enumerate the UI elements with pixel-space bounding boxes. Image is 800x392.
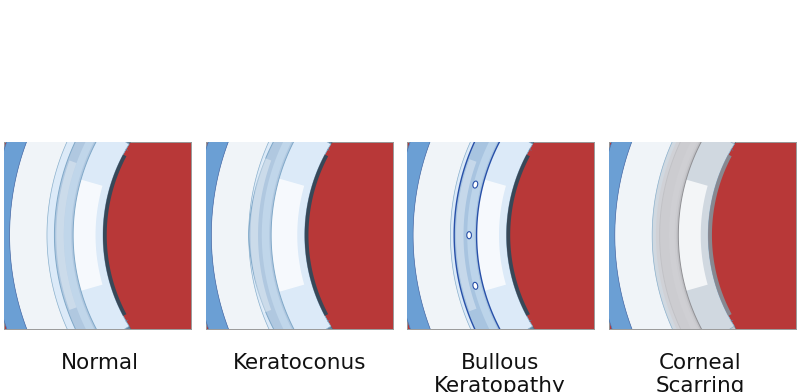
Polygon shape (249, 114, 331, 356)
Polygon shape (289, 0, 390, 90)
Polygon shape (193, 0, 365, 392)
Polygon shape (693, 0, 794, 90)
Polygon shape (708, 154, 732, 316)
Polygon shape (10, 0, 188, 392)
Polygon shape (490, 381, 591, 392)
Polygon shape (506, 154, 530, 316)
Text: Corneal
Scarring: Corneal Scarring (655, 353, 745, 392)
Polygon shape (54, 54, 159, 392)
Polygon shape (407, 142, 594, 328)
Polygon shape (693, 381, 794, 392)
Polygon shape (0, 0, 162, 392)
Polygon shape (478, 82, 568, 388)
Polygon shape (413, 0, 591, 392)
Polygon shape (64, 62, 158, 392)
Polygon shape (450, 114, 533, 356)
Polygon shape (206, 142, 393, 328)
Polygon shape (660, 174, 708, 296)
Text: Normal: Normal (61, 353, 139, 373)
Polygon shape (394, 0, 566, 392)
Polygon shape (47, 114, 129, 356)
Polygon shape (289, 381, 390, 392)
Polygon shape (54, 174, 102, 296)
Polygon shape (211, 0, 390, 392)
Polygon shape (4, 142, 190, 328)
Ellipse shape (473, 181, 478, 188)
Polygon shape (454, 52, 562, 392)
Polygon shape (596, 0, 768, 392)
Ellipse shape (491, 330, 496, 337)
Polygon shape (458, 174, 506, 296)
Polygon shape (652, 114, 734, 356)
Polygon shape (250, 158, 271, 312)
Polygon shape (87, 381, 188, 392)
Polygon shape (277, 82, 366, 388)
Polygon shape (56, 160, 77, 310)
Polygon shape (262, 76, 338, 392)
Polygon shape (610, 142, 796, 328)
Polygon shape (615, 0, 794, 392)
Polygon shape (656, 52, 762, 392)
Polygon shape (75, 82, 164, 388)
Text: Keratoconus: Keratoconus (234, 353, 366, 373)
Ellipse shape (466, 232, 471, 239)
Polygon shape (87, 0, 188, 90)
Polygon shape (680, 82, 770, 388)
Ellipse shape (491, 134, 496, 140)
Polygon shape (660, 54, 764, 392)
Polygon shape (456, 159, 477, 311)
Polygon shape (256, 174, 304, 296)
Polygon shape (249, 72, 339, 392)
Text: Bullous
Keratopathy: Bullous Keratopathy (434, 353, 566, 392)
Polygon shape (103, 154, 126, 316)
Polygon shape (669, 62, 763, 392)
Polygon shape (490, 0, 591, 90)
Polygon shape (305, 154, 328, 316)
Polygon shape (467, 62, 562, 392)
Ellipse shape (473, 282, 478, 289)
